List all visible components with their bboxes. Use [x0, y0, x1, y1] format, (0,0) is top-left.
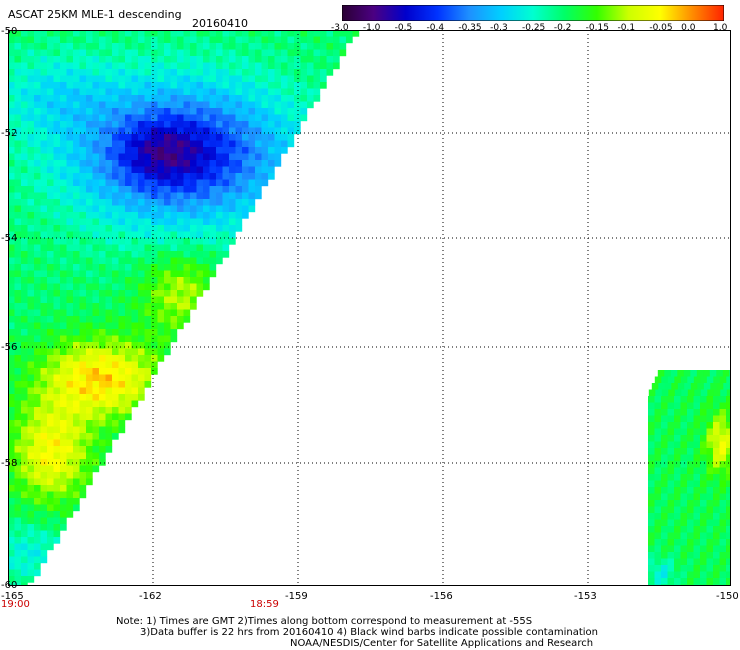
lat-label: -56: [1, 342, 18, 353]
swath-left: [8, 30, 360, 586]
lat-label: -58: [1, 458, 18, 469]
colorbar-label: -0.35: [458, 23, 482, 33]
time-label: 18:59: [250, 599, 279, 610]
colorbar-label: -0.4: [426, 23, 445, 33]
lat-label: -50: [1, 26, 18, 37]
wind-map: [8, 30, 731, 586]
note-line-3: NOAA/NESDIS/Center for Satellite Applica…: [290, 638, 594, 649]
lon-label: -156: [430, 591, 453, 602]
map-date: 20160410: [192, 17, 248, 30]
colorbar-label: -0.3: [490, 23, 508, 33]
swath-right: [648, 370, 731, 586]
map-title: ASCAT 25KM MLE-1 descending: [8, 8, 182, 21]
lat-label: -52: [1, 128, 18, 139]
colorbar-label: 0.0: [681, 23, 696, 33]
lat-label: -54: [1, 233, 18, 244]
lon-label: -150: [716, 591, 739, 602]
lon-label: -153: [574, 591, 597, 602]
lon-label: -159: [285, 591, 308, 602]
colorbar-label: -0.1: [617, 23, 636, 33]
colorbar-label: 1.0: [713, 23, 728, 33]
colorbar-label: -0.15: [585, 23, 609, 33]
lon-label: -165: [1, 591, 24, 602]
colorbar-gradient: [342, 5, 724, 21]
note-line-2: 3)Data buffer is 22 hrs from 20160410 4)…: [140, 627, 598, 638]
note-line-1: Note: 1) Times are GMT 2)Times along bot…: [116, 616, 533, 627]
graticule: [8, 30, 731, 586]
colorbar-label: -0.05: [649, 23, 673, 33]
colorbar-label: -0.5: [394, 23, 413, 33]
lat-label: -60: [1, 580, 18, 591]
colorbar: [342, 5, 724, 21]
colorbar-label: -3.0: [331, 23, 349, 33]
time-label: 19:00: [1, 599, 30, 610]
map-frame: [8, 30, 731, 586]
colorbar-label: -1.0: [362, 23, 381, 33]
lon-label: -162: [139, 591, 162, 602]
colorbar-label: -0.2: [553, 23, 572, 33]
colorbar-label: -0.25: [522, 23, 546, 33]
